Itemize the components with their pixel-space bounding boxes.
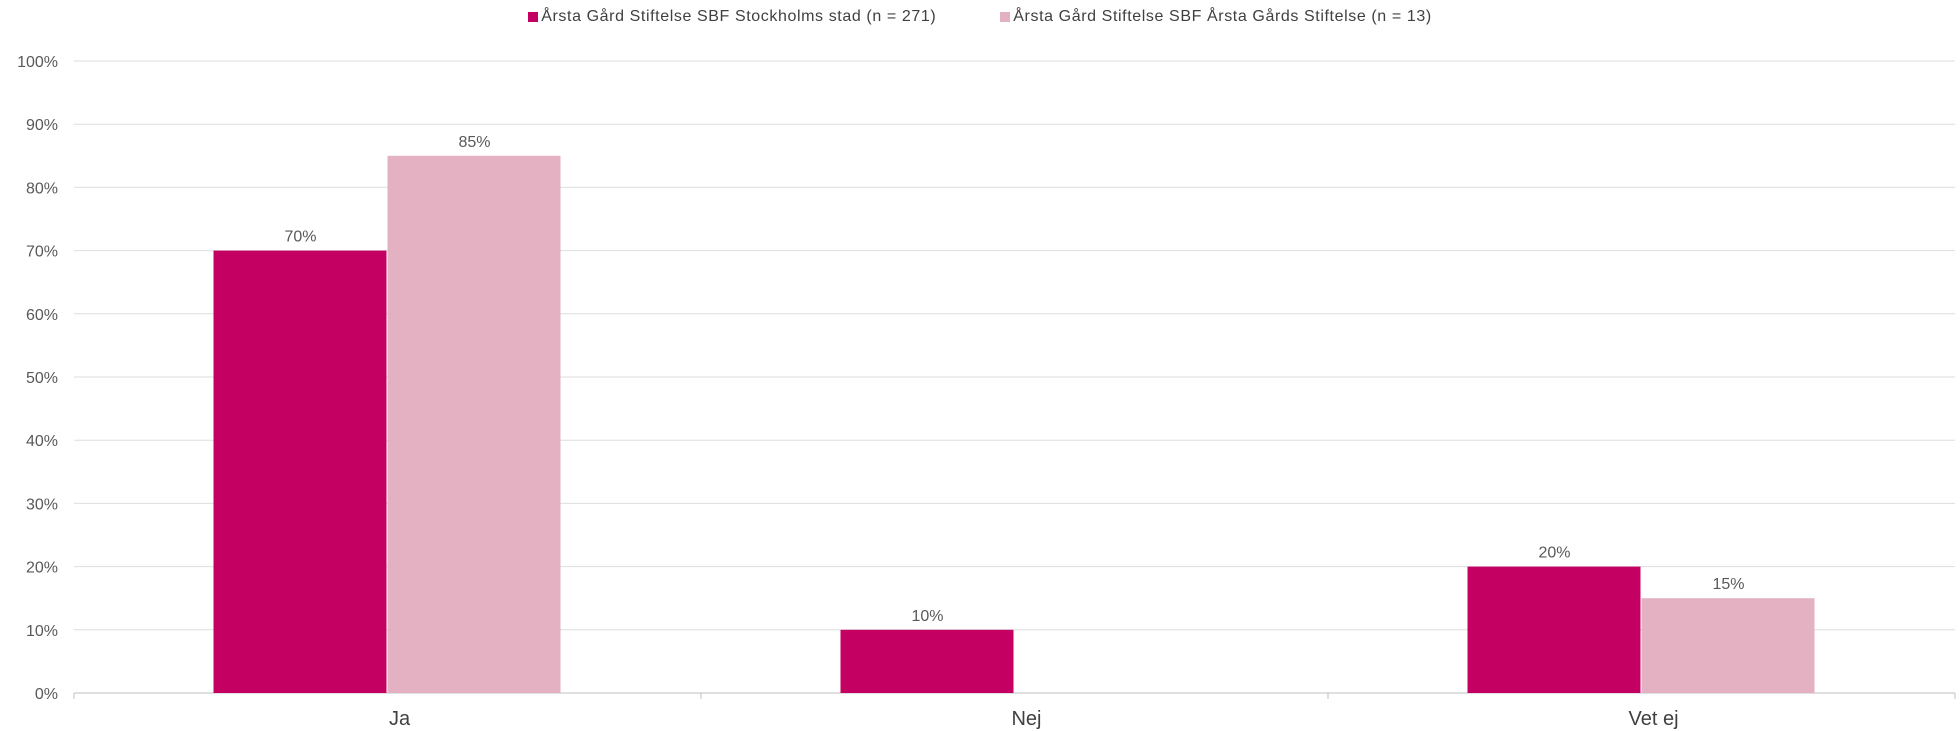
y-tick-label: 60% bbox=[26, 307, 58, 324]
data-label: 20% bbox=[1538, 545, 1570, 562]
legend-label-series-1: Årsta Gård Stiftelse SBF Stockholms stad… bbox=[541, 8, 937, 25]
bar-series-1-vet-ej bbox=[1467, 566, 1641, 693]
bar-series-2-ja bbox=[387, 155, 561, 694]
y-tick-label: 100% bbox=[17, 54, 58, 71]
bar-series-1-ja bbox=[213, 250, 387, 693]
data-label: 10% bbox=[911, 608, 943, 625]
y-tick-label: 20% bbox=[26, 560, 58, 577]
legend-item-series-2: Årsta Gård Stiftelse SBF Årsta Gårds Sti… bbox=[1000, 8, 1431, 26]
legend: Årsta Gård Stiftelse SBF Stockholms stad… bbox=[0, 8, 1960, 26]
y-tick-label: 70% bbox=[26, 244, 58, 261]
data-label: 70% bbox=[284, 229, 316, 246]
data-label: 85% bbox=[458, 134, 490, 151]
legend-swatch-series-2 bbox=[1000, 12, 1011, 22]
y-tick-label: 90% bbox=[26, 117, 58, 134]
y-tick-label: 50% bbox=[26, 370, 58, 387]
x-category-label: Nej bbox=[1011, 708, 1041, 730]
legend-swatch-series-1 bbox=[528, 12, 539, 22]
legend-label-series-2: Årsta Gård Stiftelse SBF Årsta Gårds Sti… bbox=[1013, 8, 1432, 25]
legend-item-series-1: Årsta Gård Stiftelse SBF Stockholms stad… bbox=[528, 8, 936, 26]
y-tick-label: 40% bbox=[26, 433, 58, 450]
x-category-label: Ja bbox=[389, 708, 411, 730]
y-tick-label: 0% bbox=[35, 686, 58, 703]
x-category-label: Vet ej bbox=[1628, 708, 1678, 730]
y-tick-label: 30% bbox=[26, 496, 58, 513]
data-label: 15% bbox=[1712, 576, 1744, 593]
y-tick-label: 80% bbox=[26, 180, 58, 197]
y-tick-label: 10% bbox=[26, 623, 58, 640]
bar-series-2-vet-ej bbox=[1641, 598, 1815, 693]
bar-series-1-nej bbox=[840, 629, 1014, 693]
